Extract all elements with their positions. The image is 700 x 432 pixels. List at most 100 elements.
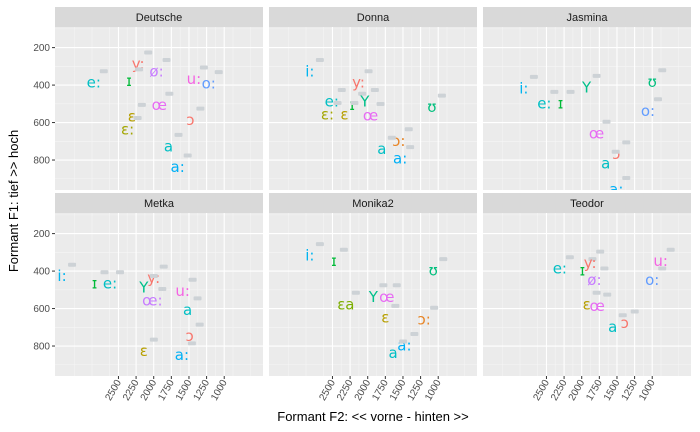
data-point-marker (350, 101, 359, 106)
data-point-label: ʊ (648, 73, 657, 91)
panel-background (483, 27, 691, 190)
data-point-marker (392, 283, 401, 288)
data-point-label: œ (590, 297, 605, 315)
panel-strip (55, 7, 263, 27)
panel-background (55, 213, 263, 376)
data-point-label: ɛ (340, 106, 348, 124)
x-tick-label: 1750 (370, 378, 391, 403)
data-point-marker (158, 287, 167, 292)
data-point-label: ɛ (128, 107, 136, 125)
data-point-label: y: (147, 269, 160, 287)
panel-title: Monika2 (352, 198, 394, 210)
panel-background (269, 27, 477, 190)
data-point-label: i: (57, 267, 66, 285)
data-point-marker (592, 290, 601, 295)
panel-title: Metka (144, 198, 175, 210)
data-point-marker (529, 74, 538, 79)
data-point-marker (364, 69, 373, 74)
data-point-label: i: (519, 79, 528, 97)
y-axis-title: Formant F1: tief >> hoch (6, 130, 21, 272)
data-point-marker (199, 65, 208, 70)
data-point-marker (600, 266, 609, 271)
data-point-marker (99, 69, 108, 74)
panel-metka: Metka i: ɪ e: y:Y u: œ: aɔ ɛ a: 200 400 600 800 250022… (33, 193, 263, 403)
data-point-marker (149, 337, 158, 342)
data-point-label: Y (138, 278, 149, 296)
data-point-label: ʊ (427, 98, 436, 116)
data-point-label: a (183, 301, 192, 319)
data-point-label: e: (87, 74, 101, 92)
data-point-marker (387, 135, 396, 140)
y-tick-label: 400 (33, 81, 50, 92)
data-point-label: ɔ: (392, 132, 405, 150)
data-point-marker (135, 67, 144, 72)
panel-plot-area: i: ɪ e: y:Y u: œ: aɔ ɛ a: (55, 213, 263, 376)
x-tick-label: 1500 (602, 378, 623, 403)
data-point-label: ɔ: (417, 310, 430, 328)
data-point-label: a: (171, 158, 185, 176)
panel-strip (55, 193, 263, 213)
data-point-label: ɛ (381, 308, 389, 326)
data-point-label: ɪ (349, 96, 355, 114)
data-point-label: a (388, 344, 397, 362)
panel-plot-area: i: e: ɪY ʊ o: œɔa a: (483, 27, 691, 199)
x-tick-label: 2500 (103, 378, 124, 403)
data-point-marker (315, 242, 324, 247)
data-point-label: Y (359, 92, 370, 110)
data-point-marker (137, 102, 146, 107)
panel-teodor: Teodor e: ɪy: u:o: ø: ɛœa ɔ 2500225020001750150… (483, 193, 691, 403)
data-point-label: a: (609, 181, 623, 199)
data-point-marker (611, 149, 620, 154)
data-point-label: a (601, 154, 610, 172)
data-point-marker (666, 247, 675, 252)
data-point-label: a: (397, 337, 411, 355)
data-point-marker (658, 68, 667, 73)
data-point-label: a: (175, 346, 189, 364)
y-tick-label: 600 (33, 304, 50, 315)
data-point-label: ɔ (186, 111, 194, 129)
panel-background (483, 213, 691, 376)
data-point-marker (622, 140, 631, 145)
data-point-label: ɪ (580, 262, 586, 280)
data-point-marker (376, 101, 385, 106)
panel-title: Teodor (570, 198, 604, 210)
data-point-marker (379, 283, 388, 288)
data-point-label: ɛ: (121, 121, 134, 139)
data-point-marker (337, 87, 346, 92)
data-point-label: ɪ (126, 72, 132, 90)
x-tick-label: 2250 (335, 378, 356, 403)
y-tick-label: 200 (33, 229, 50, 240)
panel-plot-area: e: ɪy: u:o: ø: ɛœa ɔ (483, 213, 691, 376)
data-point-marker (149, 273, 158, 278)
panel-plot-area: i: ɪ ʊ Y œ ɛa ɛ ɔ: a:a (269, 213, 477, 376)
panel-jasmina: Jasmina i: e: ɪY ʊ o: œɔa a: (483, 7, 691, 199)
data-point-label: i: (305, 62, 314, 80)
data-point-label: œ (363, 106, 378, 124)
data-point-label: ɔ (621, 314, 629, 332)
x-tick-label: 2000 (567, 378, 588, 403)
data-point-label: e: (103, 275, 117, 293)
data-point-label: ɛ: (321, 106, 334, 124)
data-point-label: a (164, 137, 173, 155)
x-tick-label: 1500 (388, 378, 409, 403)
data-point-marker (315, 57, 324, 62)
data-point-marker (115, 270, 124, 275)
data-point-marker (195, 322, 204, 327)
x-tick-label: 1250 (192, 378, 213, 403)
data-point-label: a: (393, 150, 407, 168)
x-tick-label: 1000 (637, 378, 658, 403)
data-point-marker (618, 313, 627, 318)
data-point-marker (550, 89, 559, 94)
panel-title: Deutsche (136, 12, 182, 24)
data-point-marker (391, 303, 400, 308)
data-point-label: a (608, 318, 617, 336)
data-point-label: Y (581, 78, 592, 96)
data-point-label: o: (202, 75, 216, 93)
data-point-label: œ (152, 96, 167, 114)
data-point-label: o: (645, 271, 659, 289)
data-point-marker (565, 255, 574, 260)
data-point-marker (196, 106, 205, 111)
